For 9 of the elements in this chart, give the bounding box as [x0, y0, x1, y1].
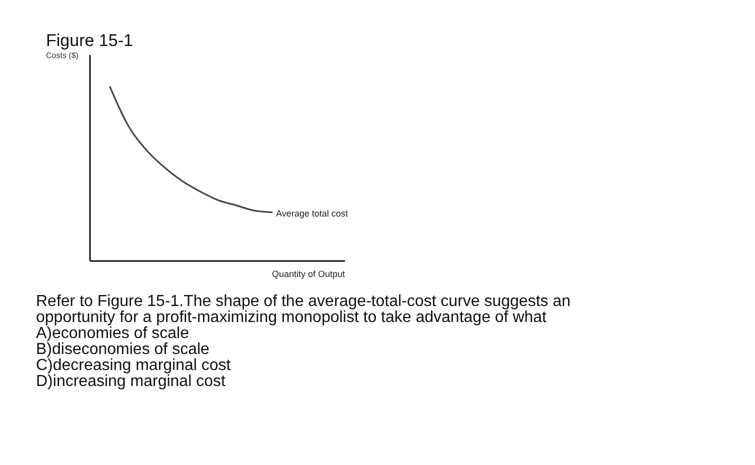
- text: Refer to Figure 15-1.The shape of the average-total-cost curve suggests an opportunity for a profit-maximizing monopolist to take advantage of what: [36, 293, 571, 326]
- series-label: Average total cost: [276, 208, 348, 218]
- chart-title: Figure 15-1: [46, 31, 133, 50]
- x-axis-title: Quantity of Output: [272, 269, 346, 279]
- text: B)diseconomies of scale: [36, 341, 210, 358]
- y-axis-title: Costs ($): [46, 51, 79, 60]
- text: D)increasing marginal cost: [36, 373, 226, 390]
- text: C)decreasing marginal cost: [36, 357, 232, 374]
- text: A)economies of scale: [36, 325, 190, 342]
